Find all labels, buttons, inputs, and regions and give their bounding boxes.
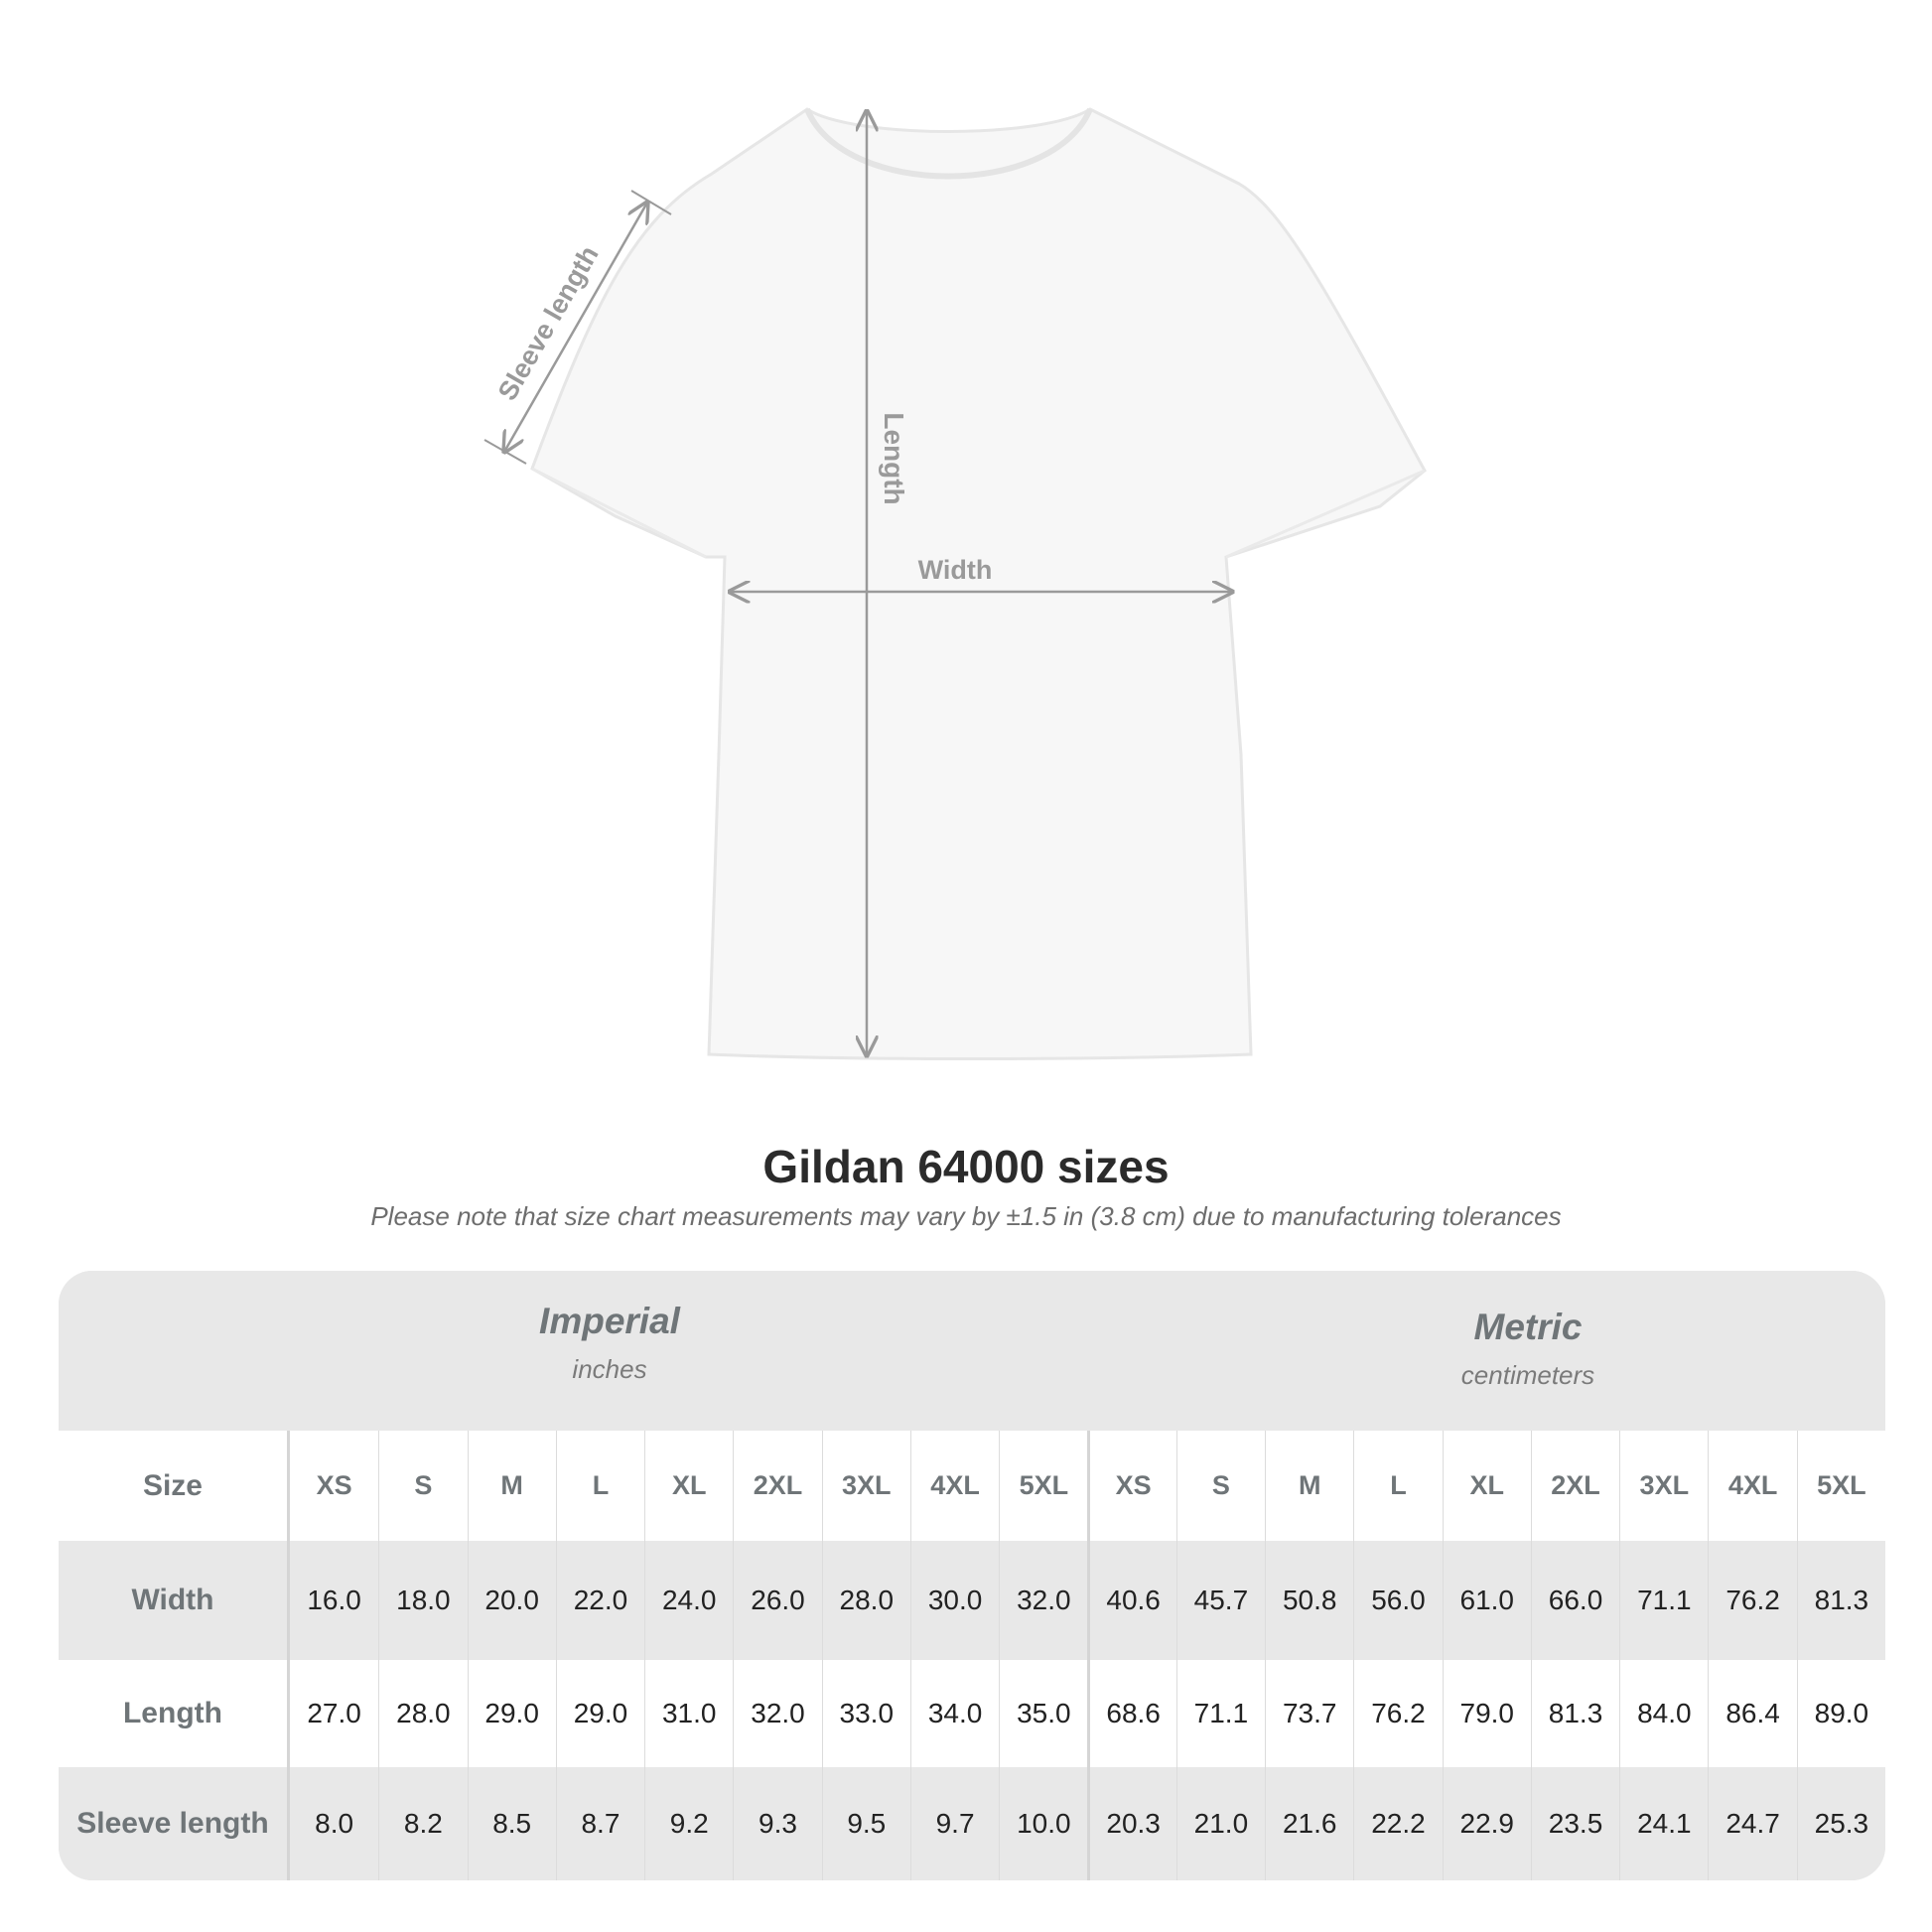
metric-size-header: XS (1087, 1431, 1175, 1541)
page-title: Gildan 64000 sizes (762, 1141, 1170, 1192)
imperial-value-cell: 9.5 (821, 1767, 910, 1880)
row-label: Width (59, 1541, 290, 1660)
length-label: Length (879, 412, 909, 504)
imperial-size-header: S (378, 1431, 467, 1541)
imperial-value-cell: 22.0 (555, 1541, 644, 1660)
imperial-value-cell: 34.0 (909, 1660, 999, 1767)
metric-value-cell: 21.0 (1175, 1767, 1265, 1880)
imperial-value-cell: 29.0 (467, 1660, 556, 1767)
row-label: Sleeve length (59, 1767, 290, 1880)
table-row: Width 16.0 18.0 20.0 22.0 24.0 26.0 28.0 30.0 32.… (59, 1541, 1885, 1660)
imperial-size-header: L (555, 1431, 644, 1541)
metric-value-cell: 23.5 (1530, 1767, 1619, 1880)
metric-size-header: M (1265, 1431, 1353, 1541)
imperial-value-cell: 32.0 (999, 1541, 1087, 1660)
imperial-value-cell: 8.0 (315, 1808, 354, 1839)
imperial-value-cell: 10.0 (999, 1767, 1087, 1880)
imperial-value-cell: 24.0 (644, 1541, 733, 1660)
imperial-value-cell: 27.0 (307, 1698, 361, 1728)
metric-value-cell: 81.3 (1530, 1660, 1619, 1767)
metric-value-cell: 61.0 (1442, 1541, 1531, 1660)
table-row: Length 27.0 28.0 29.0 29.0 31.0 32.0 33.0 34.0 35… (59, 1660, 1885, 1767)
size-label: Size (59, 1431, 290, 1541)
metric-unit: centimeters (1460, 1360, 1595, 1390)
metric-value-cell: 71.1 (1175, 1660, 1265, 1767)
imperial-value-cell: 20.0 (467, 1541, 556, 1660)
metric-value-cell: 45.7 (1175, 1541, 1265, 1660)
metric-value-cell: 73.7 (1265, 1660, 1353, 1767)
metric-value-cell: 84.0 (1619, 1660, 1708, 1767)
imperial-value-cell: 31.0 (644, 1660, 733, 1767)
imperial-size-header: 4XL (909, 1431, 999, 1541)
imperial-size-header: 2XL (733, 1431, 821, 1541)
metric-value-cell: 24.1 (1619, 1767, 1708, 1880)
imperial-value-cell: 26.0 (733, 1541, 821, 1660)
metric-value-cell: 79.0 (1442, 1660, 1531, 1767)
metric-value-cell: 68.6 (1087, 1660, 1175, 1767)
imperial-value-cell: 16.0 (307, 1585, 361, 1615)
metric-value-cell: 25.3 (1796, 1767, 1885, 1880)
imperial-unit: inches (572, 1354, 647, 1384)
metric-value-cell: 86.4 (1708, 1660, 1796, 1767)
imperial-value-cell: 29.0 (555, 1660, 644, 1767)
metric-value-cell: 24.7 (1708, 1767, 1796, 1880)
imperial-value-cell: 9.7 (909, 1767, 999, 1880)
size-table: Imperial inches Metric centimeters Size X… (59, 1271, 1885, 1880)
metric-size-header: XL (1442, 1431, 1531, 1541)
size-header-row: Size XS S M L XL 2XL 3XL 4XL 5XL XS S M L XL 2XL 3XL 4XL 5… (59, 1431, 1885, 1541)
imperial-group: Imperial inches (348, 1301, 871, 1385)
imperial-title: Imperial (539, 1301, 680, 1341)
imperial-value-cell: 18.0 (378, 1541, 467, 1660)
metric-value-cell: 22.9 (1442, 1767, 1531, 1880)
sleeve-length-arrow (504, 203, 647, 452)
metric-title: Metric (1473, 1307, 1583, 1347)
metric-value-cell: 81.3 (1796, 1541, 1885, 1660)
metric-value-cell: 50.8 (1265, 1541, 1353, 1660)
imperial-value-cell: 28.0 (378, 1660, 467, 1767)
imperial-value-cell: 8.2 (378, 1767, 467, 1880)
imperial-size-header: M (467, 1431, 556, 1541)
metric-size-header: S (1175, 1431, 1265, 1541)
metric-value-cell: 76.2 (1708, 1541, 1796, 1660)
imperial-value-cell: 30.0 (909, 1541, 999, 1660)
imperial-value-cell: 28.0 (821, 1541, 910, 1660)
metric-value-cell: 56.0 (1353, 1541, 1442, 1660)
metric-value-cell: 21.6 (1265, 1767, 1353, 1880)
metric-value-cell: 89.0 (1796, 1660, 1885, 1767)
metric-size-header: 2XL (1530, 1431, 1619, 1541)
row-label: Length (59, 1660, 290, 1767)
imperial-value-cell: 9.3 (733, 1767, 821, 1880)
imperial-size-header: 3XL (821, 1431, 910, 1541)
imperial-size-header: XL (644, 1431, 733, 1541)
imperial-size-header: XS (316, 1470, 352, 1500)
imperial-value-cell: 8.7 (555, 1767, 644, 1880)
metric-size-header: 4XL (1708, 1431, 1796, 1541)
metric-value-cell: 20.3 (1087, 1767, 1175, 1880)
metric-size-header: L (1353, 1431, 1442, 1541)
metric-value-cell: 76.2 (1353, 1660, 1442, 1767)
metric-value-cell: 71.1 (1619, 1541, 1708, 1660)
metric-size-header: 3XL (1619, 1431, 1708, 1541)
table-row: Sleeve length 8.0 8.2 8.5 8.7 9.2 9.3 9.5 9.7 10.… (59, 1767, 1885, 1880)
metric-value-cell: 40.6 (1087, 1541, 1175, 1660)
imperial-value-cell: 35.0 (999, 1660, 1087, 1767)
imperial-value-cell: 33.0 (821, 1660, 910, 1767)
metric-value-cell: 66.0 (1530, 1541, 1619, 1660)
metric-group: Metric centimeters (1220, 1307, 1836, 1391)
imperial-value-cell: 9.2 (644, 1767, 733, 1880)
tshirt-diagram: Length Width Sleeve length (483, 107, 1427, 1060)
width-label: Width (918, 555, 993, 585)
metric-size-header: 5XL (1796, 1431, 1885, 1541)
tolerance-note: Please note that size chart measurements… (370, 1201, 1562, 1231)
tshirt-collar (804, 107, 1093, 180)
imperial-value-cell: 8.5 (467, 1767, 556, 1880)
metric-value-cell: 22.2 (1353, 1767, 1442, 1880)
imperial-value-cell: 32.0 (733, 1660, 821, 1767)
units-header: Imperial inches Metric centimeters (59, 1271, 1885, 1431)
imperial-size-header: 5XL (999, 1431, 1087, 1541)
